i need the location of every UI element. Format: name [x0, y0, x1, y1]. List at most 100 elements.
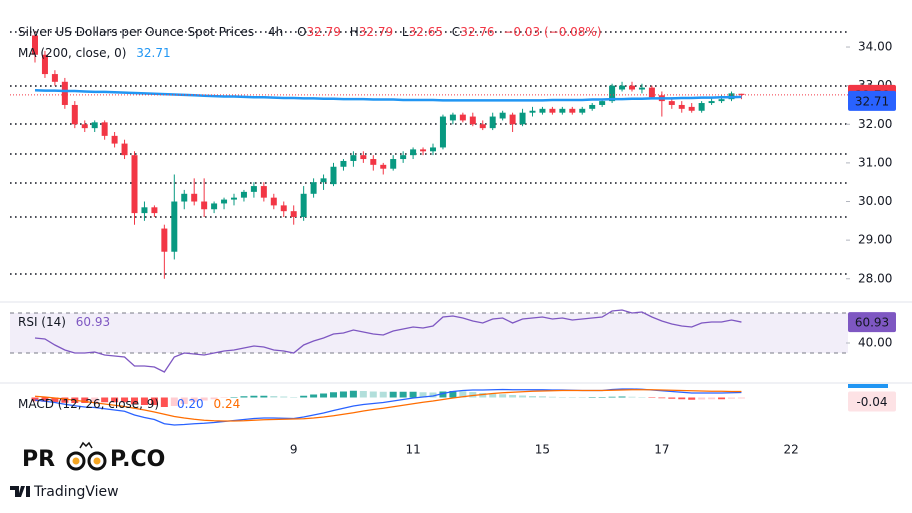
histogram-bar — [41, 397, 49, 402]
x-tick-label: 22 — [784, 443, 799, 457]
histogram-bar — [459, 391, 467, 398]
candle-body — [121, 143, 128, 156]
moving-average-line — [34, 89, 742, 102]
chart-header: Silver US Dollars per Ounce Spot Prices … — [18, 25, 602, 39]
logo-text: P.CO — [110, 447, 165, 472]
interval: 4h — [268, 25, 283, 39]
histogram-bar — [250, 395, 258, 398]
candle-body — [599, 101, 606, 105]
candle-body — [678, 104, 685, 109]
candle-body — [240, 191, 247, 198]
candle-body — [151, 207, 158, 214]
histogram-bar — [359, 391, 367, 398]
macd-legend: MACD (12, 26, close, 9) 0.20 0.24 — [18, 397, 240, 411]
legend-value: 0.24 — [214, 397, 241, 411]
candle-body — [181, 193, 188, 202]
y-tick-label: 40.00 — [858, 336, 892, 350]
histogram-bar — [658, 397, 666, 399]
candle-body — [579, 108, 586, 113]
histogram-bar — [339, 391, 347, 398]
histogram-bar — [429, 392, 437, 398]
histogram-bar — [280, 396, 288, 398]
histogram-bar — [160, 397, 168, 407]
legend-value: 32.71 — [136, 46, 170, 60]
candle-body — [688, 106, 695, 111]
pane-title: MACD (12, 26, close, 9) — [18, 397, 159, 411]
ma-legend: MA (200, close, 0) 32.71 — [18, 46, 171, 60]
candle-body — [439, 116, 446, 148]
histogram-bar — [81, 397, 89, 403]
candle-body — [61, 81, 68, 105]
histogram-bar — [190, 397, 198, 402]
candle-body — [211, 203, 218, 210]
x-tick-label: 9 — [290, 443, 298, 457]
ohlc-value: 32.65 — [409, 25, 443, 39]
candle-body — [161, 228, 168, 252]
labels: Silver US Dollars per Ounce Spot Prices … — [18, 25, 602, 411]
y-tick-label: 29.00 — [858, 233, 892, 247]
candle-body — [479, 124, 486, 129]
candle-body — [469, 116, 476, 125]
candle-body — [201, 201, 208, 210]
histogram-bar — [379, 391, 387, 398]
candle-body — [738, 93, 745, 95]
histogram-bar — [618, 396, 626, 398]
legend-entry: MA (200, close, 0) — [18, 46, 126, 60]
histogram-bar — [91, 397, 99, 403]
candle-body — [609, 85, 616, 102]
histogram-bar — [519, 395, 527, 398]
histogram-bar — [509, 395, 517, 398]
candle-body — [91, 122, 98, 129]
candle-body — [71, 104, 78, 125]
price-label: 60.93 — [855, 316, 889, 330]
candle-body — [668, 101, 675, 105]
candle-body — [310, 182, 317, 194]
histogram-bar — [210, 397, 218, 400]
candle-body — [380, 164, 387, 169]
candle-body — [499, 112, 506, 119]
histogram-bar — [200, 397, 208, 401]
histogram-bar — [608, 396, 616, 398]
histogram-bar — [51, 397, 59, 402]
candle-body — [330, 166, 337, 185]
candle-body — [430, 147, 436, 152]
histogram-bar — [479, 393, 487, 398]
logo-pupil — [93, 457, 101, 465]
histogram-bar — [150, 397, 158, 405]
candle-body — [370, 159, 377, 165]
price-label-box — [848, 391, 896, 412]
histogram-bar — [399, 391, 407, 398]
histogram-bar — [290, 397, 298, 398]
histogram-bar — [698, 397, 706, 400]
candle-body — [101, 122, 108, 136]
platform-name: TradingView — [33, 484, 119, 500]
ohlc-label: O — [297, 25, 306, 39]
histogram-bar — [140, 397, 148, 405]
ohlc-label: L — [402, 25, 409, 39]
candle-body — [519, 112, 526, 125]
histogram-bar — [270, 396, 278, 398]
candle-body — [320, 178, 327, 183]
tradingview-logo — [10, 486, 30, 497]
histogram-bar — [320, 393, 328, 398]
candle-body — [111, 135, 118, 144]
candle-body — [231, 197, 237, 200]
candle-body — [270, 197, 277, 206]
histogram-bar — [369, 391, 377, 398]
candle-body — [400, 155, 407, 160]
ohlc-label: C — [452, 25, 460, 39]
candle-body — [619, 85, 626, 90]
histogram-bar — [678, 397, 686, 400]
histogram-bar — [558, 397, 566, 398]
histogram-bar — [708, 397, 716, 400]
candle-body — [718, 99, 725, 102]
plot-marks: 34.0033.0032.0031.0030.0029.0028.0091115… — [10, 31, 896, 457]
candle-body — [221, 199, 228, 204]
candle-body — [390, 159, 397, 169]
chart-title: Silver US Dollars per Ounce Spot Prices — [18, 25, 254, 39]
histogram-bar — [310, 394, 318, 398]
histogram-bar — [728, 397, 735, 399]
histogram-bar — [170, 397, 178, 406]
histogram-bar — [31, 397, 39, 402]
